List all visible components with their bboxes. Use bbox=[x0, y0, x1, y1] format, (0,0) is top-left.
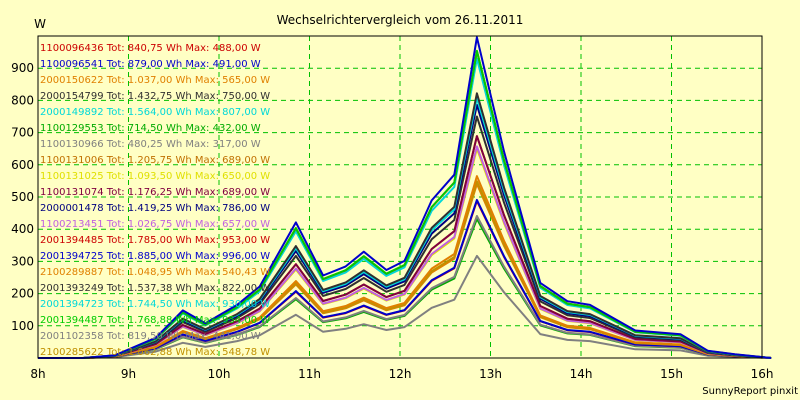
legend-entry: 2001394487 Tot: 1.768,88 Wh Max: 954,00 … bbox=[40, 315, 270, 326]
grid-lines bbox=[37, 36, 763, 358]
legend-entry: 1100131025 Tot: 1.093,50 Wh Max: 650,00 … bbox=[40, 171, 270, 182]
y-tick-label: 100 bbox=[11, 319, 34, 333]
legend-entry: 1100131074 Tot: 1.176,25 Wh Max: 689,00 … bbox=[40, 187, 270, 198]
x-tick-label: 14h bbox=[570, 367, 593, 381]
legend-entry: 2100285622 Tot: 1.062,88 Wh Max: 548,78 … bbox=[40, 347, 270, 358]
series-line bbox=[38, 198, 772, 359]
y-tick-label: 600 bbox=[11, 158, 34, 172]
x-tick-label: 11h bbox=[298, 367, 321, 381]
plot-frame bbox=[37, 35, 763, 359]
legend-entry: 1100131006 Tot: 1.205,75 Wh Max: 689,00 … bbox=[40, 155, 270, 166]
x-tick-label: 9h bbox=[121, 367, 136, 381]
chart-title: Wechselrichtervergleich vom 26.11.2011 bbox=[277, 13, 524, 27]
y-tick-label: 400 bbox=[11, 222, 34, 236]
x-tick-label: 16h bbox=[751, 367, 774, 381]
y-tick-label: 200 bbox=[11, 287, 34, 301]
legend-entry: 2001394485 Tot: 1.785,00 Wh Max: 953,00 … bbox=[40, 235, 270, 246]
legend-entry: 2000001478 Tot: 1.419,25 Wh Max: 786,00 … bbox=[40, 203, 270, 214]
legend-entry: 2001394723 Tot: 1.744,50 Wh Max: 930,00 … bbox=[40, 299, 270, 310]
credit-label: SunnyReport pinxit bbox=[702, 386, 798, 397]
series-line bbox=[38, 175, 772, 359]
legend-entry: 1100096436 Tot: 840,75 Wh Max: 488,00 W bbox=[40, 43, 261, 54]
series-line bbox=[38, 254, 772, 359]
y-tick-labels: 100 200 300 400 500 600 700 800 900 bbox=[11, 61, 34, 333]
x-tick-label: 10h bbox=[208, 367, 231, 381]
y-tick-label: 300 bbox=[11, 254, 34, 268]
legend-entry: 2001102358 Tot: 819,50 Wh Max: 441,00 W bbox=[40, 331, 261, 342]
y-axis-unit-label: W bbox=[34, 17, 46, 31]
y-tick-label: 800 bbox=[11, 93, 34, 107]
x-tick-labels: 8h 9h 10h 11h 12h 13h 14h 15h 16h bbox=[30, 367, 773, 381]
x-tick-label: 13h bbox=[479, 367, 502, 381]
y-tick-label: 700 bbox=[11, 126, 34, 140]
legend-entry: 2000149892 Tot: 1.564,00 Wh Max: 807,00 … bbox=[40, 107, 270, 118]
legend-entry: 1100130966 Tot: 480,25 Wh Max: 317,00 W bbox=[40, 139, 261, 150]
series-lines bbox=[38, 36, 772, 359]
y-tick-label: 900 bbox=[11, 61, 34, 75]
x-tick-label: 15h bbox=[660, 367, 683, 381]
legend-entry: 2100289887 Tot: 1.048,95 Wh Max: 540,43 … bbox=[40, 267, 270, 278]
y-tick-label: 500 bbox=[11, 190, 34, 204]
series-line bbox=[38, 92, 772, 359]
series-line bbox=[38, 115, 772, 359]
legend-entry: 1100129553 Tot: 714,50 Wh Max: 432,00 W bbox=[40, 123, 261, 134]
series-line bbox=[38, 215, 772, 359]
series-line bbox=[38, 36, 772, 359]
legend-entry: 1100213451 Tot: 1.026,75 Wh Max: 657,00 … bbox=[40, 219, 270, 230]
legend-entry: 2000150622 Tot: 1.037,00 Wh Max: 565,00 … bbox=[40, 75, 270, 86]
legend-entry: 2001393249 Tot: 1.537,38 Wh Max: 822,00 … bbox=[40, 283, 270, 294]
series-line bbox=[38, 135, 772, 359]
legend-entry: 1100096541 Tot: 879,00 Wh Max: 491,00 W bbox=[40, 59, 261, 70]
x-tick-label: 8h bbox=[30, 367, 45, 381]
legend: 1100096436 Tot: 840,75 Wh Max: 488,00 W 1… bbox=[40, 43, 270, 358]
x-tick-label: 12h bbox=[389, 367, 412, 381]
legend-entry: 2001394725 Tot: 1.885,00 Wh Max: 996,00 … bbox=[40, 251, 270, 262]
series-line bbox=[38, 49, 772, 359]
legend-entry: 2000154799 Tot: 1.432,75 Wh Max: 750,00 … bbox=[40, 91, 270, 102]
